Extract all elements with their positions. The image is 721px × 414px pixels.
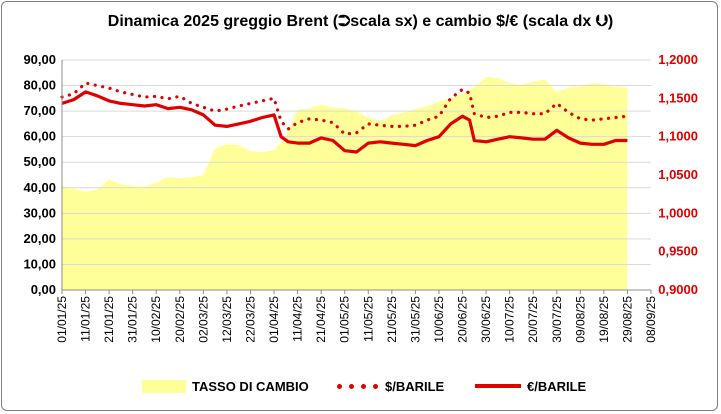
series-line-eur-per-barrel: [61, 90, 628, 154]
legend-item-eur-barrel: €/BARILE: [475, 376, 586, 396]
y-tick-right: 1,1500: [658, 90, 698, 105]
y-tick-left: 50,00: [23, 154, 56, 169]
x-tick-label: 20/07/25: [526, 296, 540, 343]
x-tick-label: 21/04/25: [314, 296, 328, 343]
x-tick-label: 30/06/25: [479, 296, 493, 343]
legend-swatch-dotted: [335, 380, 379, 393]
x-tick-label: 10/06/25: [432, 296, 446, 343]
legend-swatch-line: [475, 384, 521, 388]
x-tick-label: 20/02/25: [173, 296, 187, 343]
x-tick-label: 11/01/25: [79, 296, 93, 342]
y-tick-left: 60,00: [23, 129, 56, 144]
legend-label: €/BARILE: [527, 378, 587, 394]
y-tick-left: 40,00: [23, 180, 56, 195]
y-tick-right: 0,9000: [658, 282, 698, 297]
y-tick-right: 1,1000: [658, 129, 698, 144]
y-tick-left: 80,00: [23, 78, 56, 93]
x-tick-label: 02/03/25: [196, 296, 210, 343]
y-tick-right: 1,2000: [658, 52, 698, 67]
x-tick-label: 11/04/25: [291, 296, 305, 342]
x-tick-label: 21/05/25: [385, 296, 399, 343]
x-tick-label: 22/03/25: [243, 296, 257, 343]
legend-label: $/BARILE: [385, 378, 445, 394]
x-tick-label: 31/05/25: [408, 296, 422, 343]
y-tick-left: 10,00: [23, 256, 56, 271]
x-tick-label: 10/07/25: [503, 296, 517, 343]
y-tick-left: 30,00: [23, 205, 56, 220]
x-tick-label: 20/06/25: [456, 296, 470, 343]
y-tick-left: 0,00: [31, 282, 56, 297]
x-tick-label: 10/02/25: [149, 296, 163, 343]
legend-label: TASSO DI CAMBIO: [192, 378, 309, 394]
x-tick-label: 09/08/25: [573, 296, 587, 343]
legend-swatch-area: [142, 379, 186, 393]
x-tick-label: 19/08/25: [597, 296, 611, 343]
x-tick-label: 01/05/25: [338, 296, 352, 343]
x-tick-label: 21/01/25: [102, 296, 116, 343]
y-tick-left: 70,00: [23, 103, 56, 118]
x-tick-label: 11/05/25: [361, 296, 375, 342]
y-tick-left: 90,00: [23, 52, 56, 67]
chart-title: Dinamica 2025 greggio Brent (⮊scala sx) …: [107, 13, 614, 30]
legend-item-exchange-rate: TASSO DI CAMBIO: [142, 376, 309, 396]
y-tick-right: 1,0000: [658, 205, 698, 220]
y-tick-right: 1,0500: [658, 167, 698, 182]
y-tick-right: 0,9500: [658, 244, 698, 259]
x-tick-label: 01/04/25: [267, 296, 281, 343]
y-tick-left: 20,00: [23, 231, 56, 246]
x-tick-label: 30/07/25: [550, 296, 564, 343]
x-tick-label: 08/09/25: [644, 296, 658, 343]
legend-item-usd-barrel: $/BARILE: [335, 376, 444, 396]
legend: TASSO DI CAMBIO $/BARILE €/BARILE: [0, 376, 721, 396]
x-tick-label: 12/03/25: [220, 296, 234, 343]
x-tick-label: 29/08/25: [620, 296, 634, 343]
x-tick-label: 31/01/25: [126, 296, 140, 343]
series-area-exchange-rate: [62, 76, 628, 291]
x-tick-label: 01/01/25: [55, 296, 69, 343]
